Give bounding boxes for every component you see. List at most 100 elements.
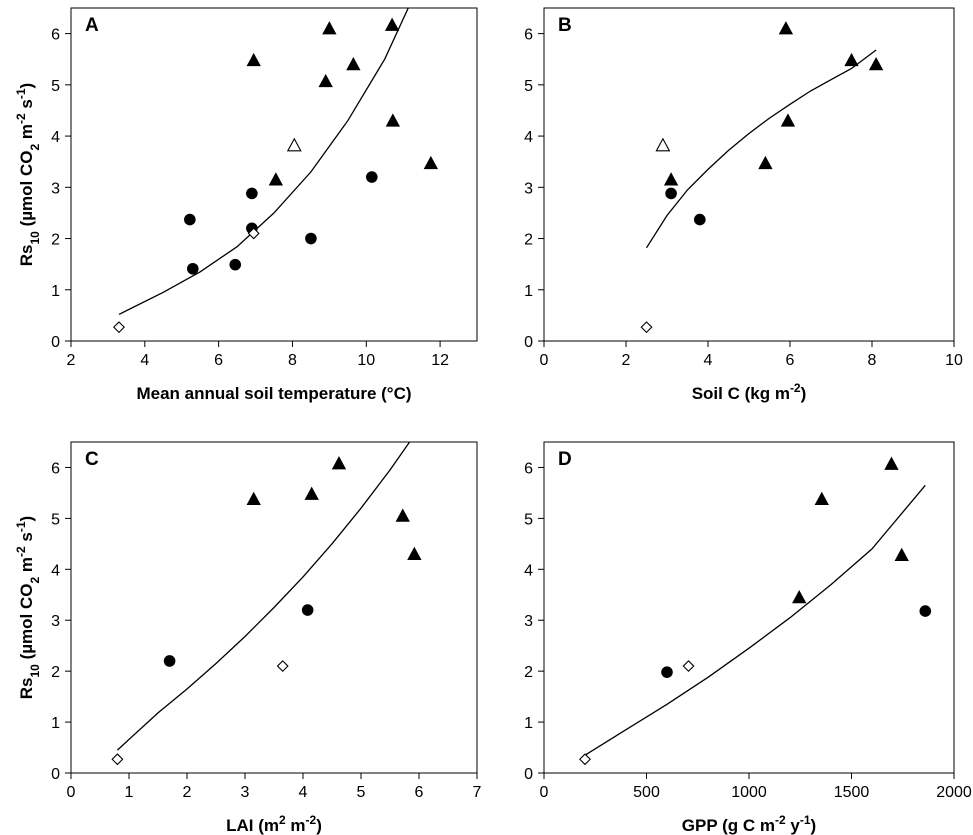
y-tick-label: 2 — [51, 664, 60, 681]
panel-letter: A — [85, 15, 99, 36]
x-tick-label: 6 — [786, 352, 795, 369]
xlabel-part: ) — [316, 816, 322, 835]
x-tick-label: 2 — [183, 784, 192, 801]
y-tick-label: 4 — [524, 562, 533, 579]
data-point-circle — [665, 187, 677, 200]
y-tick-label: 2 — [51, 232, 60, 249]
data-point-triangle-filled — [844, 52, 859, 67]
x-tick-label: 5 — [357, 784, 366, 801]
y-tick-label: 0 — [51, 334, 60, 351]
data-point-triangle-filled — [385, 113, 401, 127]
x-axis-title: Soil C (kg m-2) — [692, 381, 807, 403]
data-point-triangle-filled — [778, 21, 794, 35]
data-point-triangle-filled — [758, 155, 773, 170]
y-tick-label: 1 — [51, 715, 60, 732]
data-point-circle — [163, 655, 176, 667]
x-tick-label: 10 — [945, 352, 963, 369]
y-tick-label: 6 — [524, 27, 533, 44]
panel-letter: C — [85, 449, 99, 470]
ylabel-sub: 2 — [28, 144, 42, 151]
x-tick-label: 3 — [241, 784, 250, 801]
ylabel-part: m — [17, 124, 36, 144]
ylabel-main: Rs — [17, 245, 36, 267]
ylabel-part: s — [17, 532, 36, 546]
y-tick-label: 6 — [51, 27, 60, 44]
xlabel-sup: -2 — [790, 381, 801, 395]
ylabel-sup: -2 — [14, 546, 28, 557]
data-point-triangle-filled — [322, 21, 337, 35]
plot-frame — [70, 441, 478, 774]
plot-frame — [70, 7, 478, 342]
x-tick-label: 0 — [540, 352, 549, 369]
x-tick-label: 6 — [214, 352, 223, 369]
x-tick-label: 4 — [704, 352, 713, 369]
y-tick-label: 6 — [51, 460, 60, 477]
data-point-circle — [184, 213, 196, 226]
x-tick-label: 4 — [299, 784, 308, 801]
data-point-triangle-filled — [346, 57, 361, 71]
panel-b: 0 2 4 6 8 10 0 1 2 3 4 5 6 B Soil C (kg m-2) — [524, 7, 963, 403]
ylabel-part: m — [17, 557, 36, 577]
data-point-triangle-filled — [318, 73, 333, 88]
data-point-triangle-filled — [780, 113, 796, 127]
ylabel-sup: -1 — [14, 88, 28, 99]
data-point-triangle-filled — [246, 52, 261, 67]
data-point-diamond-open — [579, 753, 591, 766]
xlabel-part: y — [786, 816, 801, 835]
y-tick-label: 5 — [51, 78, 60, 95]
data-point-diamond-open — [247, 227, 260, 240]
data-point-triangle-filled — [884, 456, 899, 470]
y-tick-label: 3 — [524, 180, 533, 197]
xlabel-sup: -1 — [800, 813, 811, 827]
data-point-circle — [229, 258, 242, 271]
xlabel-part: m — [286, 816, 306, 835]
plot-frame — [543, 7, 955, 342]
data-point-triangle-filled — [814, 491, 829, 505]
xlabel-main: LAI (m — [226, 816, 279, 835]
ylabel-sup: -1 — [14, 521, 28, 532]
x-tick-label: 1500 — [834, 784, 870, 801]
y-tick-label: 3 — [51, 613, 60, 630]
ylabel-sub: 10 — [28, 231, 42, 245]
y-tick-label: 3 — [51, 180, 60, 197]
xlabel-sup: -2 — [775, 813, 786, 827]
data-point-triangle-filled — [792, 589, 807, 604]
y-tick-label: 1 — [51, 283, 60, 300]
y-tick-label: 5 — [524, 511, 533, 528]
fit-curve — [584, 484, 926, 756]
x-tick-label: 1 — [125, 784, 134, 801]
x-axis-title: GPP (g C m-2 y-1) — [682, 813, 816, 835]
data-point-triangle-open — [286, 137, 302, 152]
x-tick-label: 500 — [633, 784, 660, 801]
y-tick-label: 4 — [524, 129, 533, 146]
data-point-circle — [305, 232, 317, 245]
data-point-circle — [919, 605, 932, 617]
y-tick-label: 2 — [524, 664, 533, 681]
y-tick-label: 0 — [524, 334, 533, 351]
xlabel-part: ) — [811, 816, 817, 835]
data-point-diamond-open — [113, 321, 125, 334]
fit-curve — [116, 442, 411, 751]
ylabel-part: ) — [17, 516, 36, 522]
y-tick-label: 1 — [524, 715, 533, 732]
ylabel-part: ) — [17, 83, 36, 89]
y-tick-label: 5 — [51, 511, 60, 528]
data-point-triangle-filled — [894, 547, 909, 561]
x-tick-label: 8 — [288, 352, 297, 369]
data-point-triangle-filled — [868, 57, 884, 71]
data-point-triangle-filled — [384, 17, 400, 31]
ylabel-part: s — [17, 99, 36, 113]
x-tick-label: 7 — [473, 784, 482, 801]
y-axis-title: Rs10 (µmol CO2 m-2 s-1) — [14, 83, 42, 266]
xlabel-sup: 2 — [279, 813, 286, 827]
data-point-circle — [661, 666, 673, 678]
data-point-triangle-filled — [331, 456, 347, 470]
y-tick-label: 5 — [524, 78, 533, 95]
ylabel-sub: 10 — [28, 664, 42, 678]
x-tick-label: 10 — [357, 352, 375, 369]
data-point-circle — [301, 604, 314, 616]
ylabel-part: (µmol CO — [17, 584, 36, 665]
x-tick-label: 2 — [67, 352, 76, 369]
data-point-triangle-filled — [304, 486, 319, 500]
